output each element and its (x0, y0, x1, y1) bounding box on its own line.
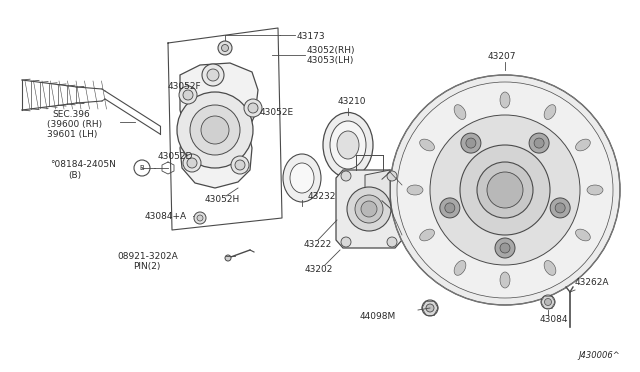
Text: 43084: 43084 (540, 315, 568, 324)
Text: (B): (B) (68, 171, 81, 180)
Text: 43052(RH): 43052(RH) (307, 46, 355, 55)
Polygon shape (336, 170, 402, 248)
Circle shape (466, 138, 476, 148)
Text: 44098M: 44098M (360, 312, 396, 321)
Circle shape (477, 162, 533, 218)
Ellipse shape (420, 229, 435, 241)
Circle shape (541, 295, 555, 309)
Ellipse shape (587, 185, 603, 195)
Polygon shape (365, 170, 390, 210)
Text: 43232: 43232 (308, 192, 337, 201)
Ellipse shape (420, 139, 435, 151)
Circle shape (440, 198, 460, 218)
Circle shape (179, 86, 197, 104)
Text: 08921-3202A: 08921-3202A (117, 252, 178, 261)
Text: 43052H: 43052H (205, 195, 240, 204)
Circle shape (550, 198, 570, 218)
Text: 43262A: 43262A (575, 278, 609, 287)
Ellipse shape (323, 112, 373, 177)
Circle shape (341, 171, 351, 181)
Circle shape (202, 64, 224, 86)
Circle shape (231, 156, 249, 174)
Circle shape (244, 99, 262, 117)
Circle shape (235, 160, 245, 170)
Text: 43052F: 43052F (168, 82, 202, 91)
Ellipse shape (330, 121, 366, 169)
Circle shape (500, 243, 510, 253)
Ellipse shape (283, 154, 321, 202)
Circle shape (460, 145, 550, 235)
Circle shape (545, 298, 552, 305)
Text: J430006^: J430006^ (579, 351, 620, 360)
Text: °08184-2405N: °08184-2405N (50, 160, 116, 169)
Circle shape (207, 69, 219, 81)
Circle shape (495, 238, 515, 258)
Circle shape (426, 304, 434, 312)
Circle shape (248, 103, 258, 113)
Text: 43173: 43173 (297, 32, 326, 41)
Circle shape (461, 133, 481, 153)
Circle shape (218, 41, 232, 55)
Circle shape (197, 215, 203, 221)
Circle shape (194, 212, 206, 224)
Ellipse shape (544, 105, 556, 119)
Circle shape (430, 115, 580, 265)
Text: 43207: 43207 (488, 52, 516, 61)
Ellipse shape (454, 105, 466, 119)
Ellipse shape (500, 92, 510, 108)
Circle shape (225, 255, 231, 261)
Circle shape (397, 82, 613, 298)
Text: 43084+A: 43084+A (145, 212, 187, 221)
Circle shape (361, 201, 377, 217)
Circle shape (387, 171, 397, 181)
Ellipse shape (575, 139, 590, 151)
Circle shape (387, 237, 397, 247)
Circle shape (177, 92, 253, 168)
Text: 43210: 43210 (338, 97, 367, 106)
Ellipse shape (290, 163, 314, 193)
Text: 43053(LH): 43053(LH) (307, 56, 355, 65)
Circle shape (347, 187, 391, 231)
Circle shape (355, 195, 383, 223)
Circle shape (190, 105, 240, 155)
Circle shape (221, 45, 228, 51)
Circle shape (445, 203, 455, 213)
Ellipse shape (575, 229, 590, 241)
Circle shape (422, 300, 438, 316)
Text: 39601 (LH): 39601 (LH) (47, 130, 97, 139)
Circle shape (183, 90, 193, 100)
Text: 43052E: 43052E (260, 108, 294, 117)
Circle shape (201, 116, 229, 144)
Circle shape (187, 158, 197, 168)
Circle shape (529, 133, 549, 153)
Ellipse shape (337, 131, 359, 159)
Circle shape (534, 138, 544, 148)
Text: 43052D: 43052D (158, 152, 193, 161)
Text: SEC.396: SEC.396 (52, 110, 90, 119)
Circle shape (341, 237, 351, 247)
Circle shape (555, 203, 565, 213)
Text: (39600 (RH): (39600 (RH) (47, 120, 102, 129)
Text: PIN(2): PIN(2) (133, 262, 161, 271)
Ellipse shape (544, 260, 556, 275)
Circle shape (487, 172, 523, 208)
Circle shape (390, 75, 620, 305)
Ellipse shape (407, 185, 423, 195)
Text: 43222: 43222 (304, 240, 332, 249)
Text: 43202: 43202 (305, 265, 333, 274)
Polygon shape (180, 63, 258, 188)
Circle shape (183, 154, 201, 172)
Text: B: B (140, 165, 145, 171)
Ellipse shape (454, 260, 466, 275)
Ellipse shape (500, 272, 510, 288)
